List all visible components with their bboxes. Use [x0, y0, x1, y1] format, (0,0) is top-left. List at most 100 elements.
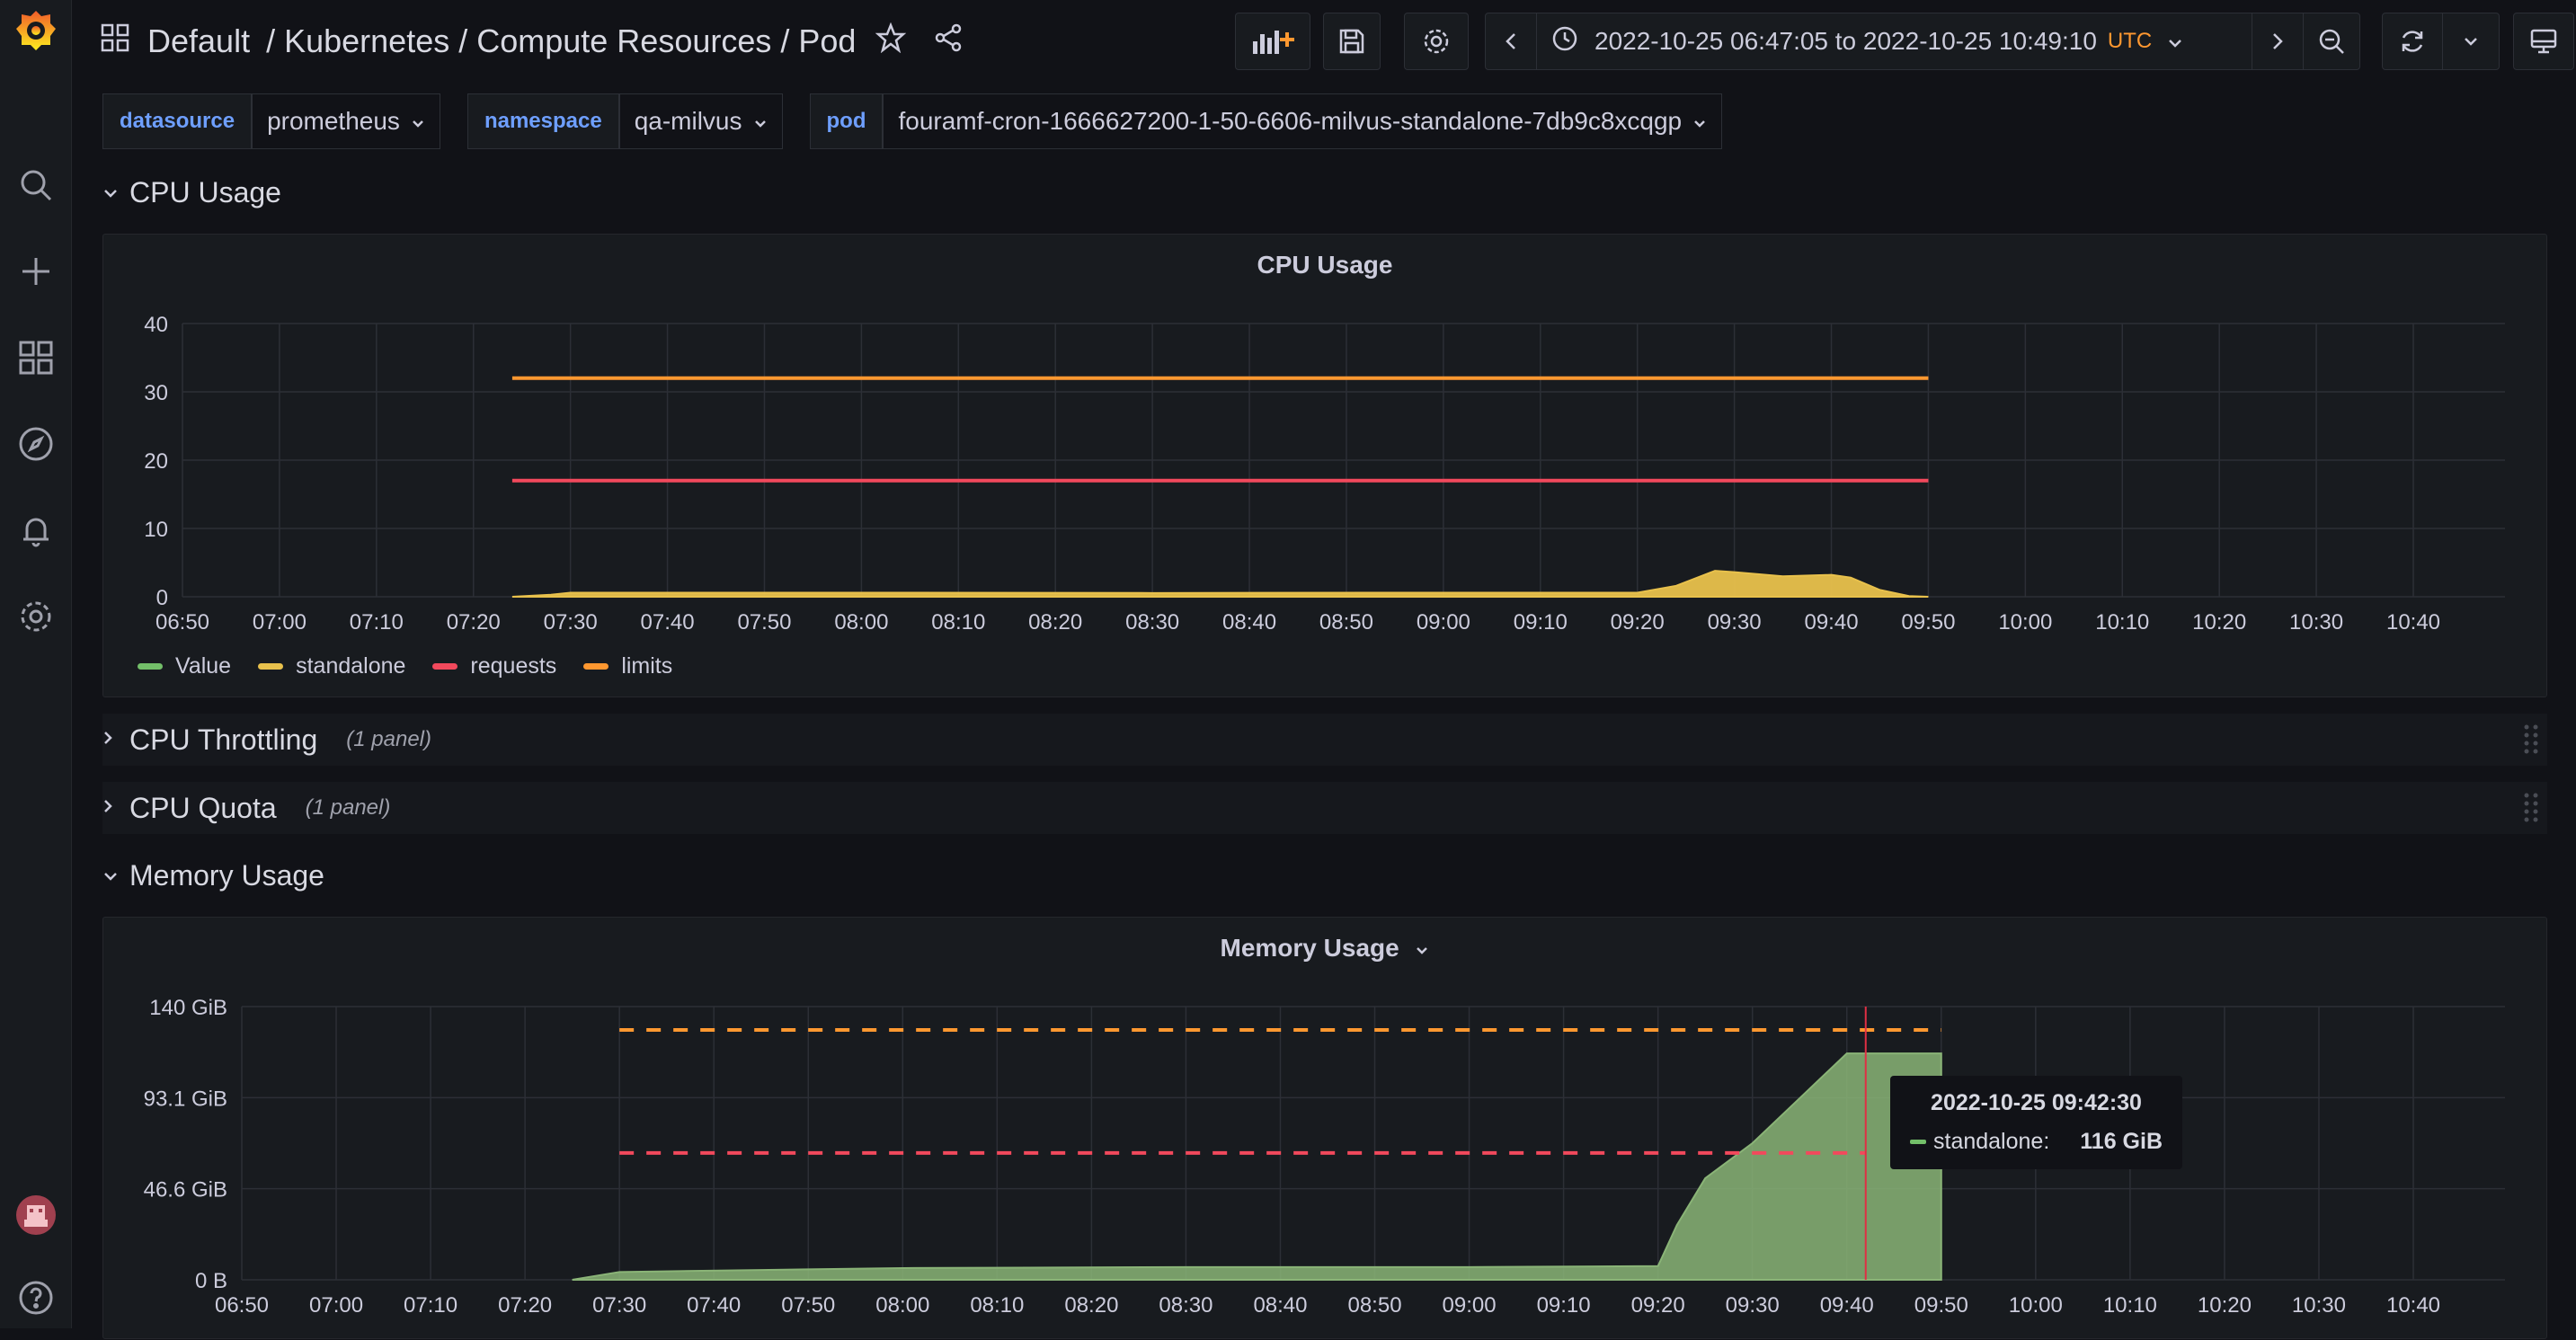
explore-compass-icon[interactable] — [11, 419, 61, 469]
variable-label-namespace: namespace — [466, 93, 619, 149]
row-cpu-quota[interactable]: CPU Quota (1 panel) — [102, 782, 2547, 834]
panel-title[interactable]: CPU Usage — [1257, 251, 1393, 279]
legend-label: standalone — [296, 653, 406, 679]
time-shift-back-button[interactable] — [1485, 13, 1537, 70]
refresh-interval-dropdown[interactable] — [2442, 13, 2500, 70]
variable-select-datasource[interactable]: prometheus — [252, 93, 440, 149]
variable-value: prometheus — [267, 107, 400, 135]
panel-title: Memory Usage — [1220, 934, 1399, 962]
tooltip-value: 116 GiB — [2080, 1129, 2163, 1154]
y-tick-label: 20 — [144, 449, 168, 474]
cpu-usage-chart: 0 10 20 30 40 06:50 07:00 07:10 07:20 07:30 07:40 0… — [144, 313, 2505, 635]
variable-select-namespace[interactable]: qa-milvus — [618, 93, 783, 149]
x-tick-label: 10:20 — [2192, 610, 2246, 635]
legend-label: requests — [470, 653, 557, 679]
x-tick-label: 07:30 — [544, 610, 598, 635]
x-tick-label: 10:00 — [2009, 1293, 2063, 1318]
x-tick-label: 10:10 — [2095, 610, 2149, 635]
alerting-bell-icon[interactable] — [11, 505, 61, 555]
x-tick-label: 09:10 — [1514, 610, 1568, 635]
chevron-down-icon — [753, 107, 768, 136]
x-tick-label: 08:20 — [1064, 1293, 1118, 1318]
x-tick-label: 09:30 — [1726, 1293, 1780, 1318]
x-tick-label: 10:30 — [2292, 1293, 2346, 1318]
chevron-down-icon — [1692, 107, 1707, 136]
row-header-cpu-quota[interactable]: CPU Quota (1 panel) — [102, 783, 390, 833]
row-header-cpu-throttling[interactable]: CPU Throttling (1 panel) — [102, 714, 431, 765]
x-tick-label: 06:50 — [215, 1293, 269, 1318]
x-tick-label: 07:50 — [781, 1293, 835, 1318]
x-tick-label: 10:10 — [2103, 1293, 2157, 1318]
x-tick-label: 10:30 — [2289, 610, 2343, 635]
time-shift-forward-button[interactable] — [2252, 13, 2304, 70]
variable-select-pod[interactable]: fouramf-cron-1666627200-1-50-6606-milvus… — [883, 93, 1723, 149]
drag-handle-icon[interactable] — [2522, 723, 2540, 757]
help-icon[interactable] — [11, 1273, 61, 1323]
variable-label-datasource: datasource — [102, 93, 253, 149]
breadcrumb-dashboard-title[interactable]: / Kubernetes / Compute Resources / Pod — [266, 22, 857, 59]
row-header-memory-usage[interactable]: Memory Usage — [102, 850, 324, 901]
chevron-right-icon — [102, 796, 129, 820]
x-tick-label: 10:40 — [2386, 1293, 2440, 1318]
legend-item-limits[interactable]: limits — [583, 653, 672, 679]
grafana-logo-icon[interactable] — [11, 5, 61, 56]
series-area-standalone — [511, 570, 1929, 598]
x-tick-label: 09:30 — [1708, 610, 1762, 635]
drag-handle-icon[interactable] — [2522, 791, 2540, 825]
x-tick-label: 09:40 — [1820, 1293, 1874, 1318]
share-icon[interactable] — [933, 22, 964, 61]
time-range-picker[interactable]: 2022-10-25 06:47:05 to 2022-10-25 10:49:… — [1536, 13, 2252, 70]
x-tick-label: 09:00 — [1443, 1293, 1497, 1318]
y-tick-label: 46.6 GiB — [144, 1178, 227, 1202]
timezone-label: UTC — [2107, 29, 2153, 53]
dashboards-icon[interactable] — [11, 333, 61, 383]
cpu-usage-panel[interactable]: CPU Usage 0 10 20 30 40 06:50 07:00 07:10 07:20 0… — [102, 234, 2547, 697]
tooltip-time: 2022-10-25 09:42:30 — [1931, 1090, 2142, 1115]
chevron-down-icon — [2166, 27, 2184, 56]
add-panel-button[interactable] — [1235, 13, 1310, 70]
side-nav — [0, 0, 72, 1328]
legend-item-standalone[interactable]: standalone — [258, 653, 405, 679]
x-tick-label: 09:40 — [1804, 610, 1858, 635]
avatar[interactable] — [11, 1190, 61, 1240]
breadcrumb-folder[interactable]: Default — [147, 22, 251, 59]
search-icon[interactable] — [11, 160, 61, 210]
refresh-button[interactable] — [2382, 13, 2443, 70]
tooltip-row: standalone: 116 GiB — [1910, 1129, 2163, 1155]
memory-usage-panel[interactable]: Memory Usage 0 B 46.6 GiB 93.1 GiB 140 GiB 0… — [102, 917, 2547, 1339]
x-tick-label: 08:20 — [1028, 610, 1082, 635]
tv-mode-button[interactable] — [2513, 13, 2574, 70]
variable-label-pod: pod — [809, 93, 884, 149]
panel-title-wrap[interactable]: Memory Usage — [103, 934, 2546, 963]
y-tick-label: 40 — [144, 313, 168, 337]
zoom-out-button[interactable] — [2303, 13, 2360, 70]
save-dashboard-button[interactable] — [1323, 13, 1381, 70]
plus-icon[interactable] — [11, 246, 61, 297]
row-header-cpu-usage[interactable]: CPU Usage — [102, 167, 281, 217]
variable-value: qa-milvus — [634, 107, 742, 135]
chevron-down-icon — [1415, 934, 1429, 962]
tooltip-swatch — [1910, 1140, 1926, 1144]
row-cpu-throttling[interactable]: CPU Throttling (1 panel) — [102, 714, 2547, 766]
breadcrumb: Default / Kubernetes / Compute Resources… — [101, 20, 974, 63]
x-tick-label: 07:40 — [641, 610, 695, 635]
time-range-label: 2022-10-25 06:47:05 to 2022-10-25 10:49:… — [1594, 27, 2097, 55]
configuration-gear-icon[interactable] — [11, 591, 61, 642]
y-tick-label: 30 — [144, 381, 168, 405]
y-tick-label: 0 B — [195, 1269, 227, 1293]
dashboard-settings-button[interactable] — [1404, 13, 1469, 70]
x-tick-label: 09:00 — [1417, 610, 1470, 635]
x-tick-label: 08:30 — [1125, 610, 1179, 635]
clock-icon — [1551, 25, 1578, 58]
x-tick-label: 08:40 — [1222, 610, 1276, 635]
y-tick-label: 10 — [144, 518, 168, 542]
x-tick-label: 08:30 — [1159, 1293, 1212, 1318]
star-icon[interactable] — [875, 22, 907, 61]
legend-item-requests[interactable]: requests — [432, 653, 556, 679]
legend-item-value[interactable]: Value — [138, 653, 231, 679]
x-tick-label: 07:00 — [309, 1293, 363, 1318]
legend-label: Value — [175, 653, 232, 679]
chevron-right-icon — [102, 728, 129, 751]
y-tick-label: 140 GiB — [149, 996, 227, 1020]
row-title: Memory Usage — [129, 858, 324, 892]
